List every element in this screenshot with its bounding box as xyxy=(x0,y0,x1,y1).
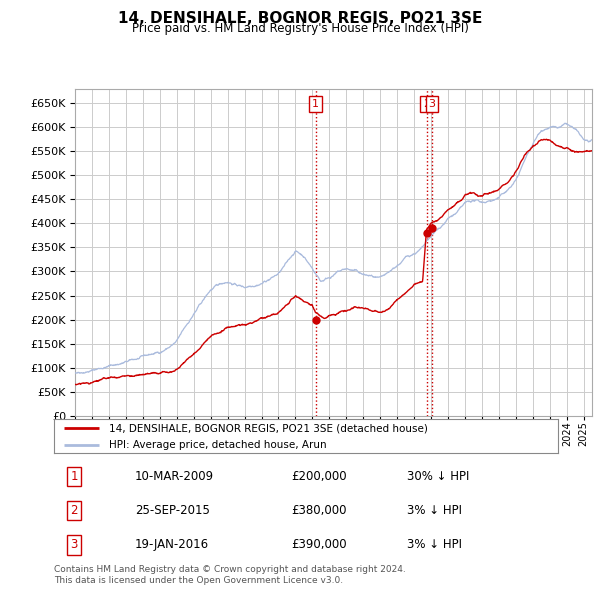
Text: 19-JAN-2016: 19-JAN-2016 xyxy=(134,538,209,551)
Text: 30% ↓ HPI: 30% ↓ HPI xyxy=(407,470,469,483)
Text: 1: 1 xyxy=(312,99,319,109)
Text: £390,000: £390,000 xyxy=(291,538,347,551)
Text: 3: 3 xyxy=(428,99,436,109)
Text: 14, DENSIHALE, BOGNOR REGIS, PO21 3SE (detached house): 14, DENSIHALE, BOGNOR REGIS, PO21 3SE (d… xyxy=(109,424,428,434)
Text: £200,000: £200,000 xyxy=(291,470,347,483)
Text: 25-SEP-2015: 25-SEP-2015 xyxy=(134,504,209,517)
Text: 14, DENSIHALE, BOGNOR REGIS, PO21 3SE: 14, DENSIHALE, BOGNOR REGIS, PO21 3SE xyxy=(118,11,482,25)
Text: Contains HM Land Registry data © Crown copyright and database right 2024.
This d: Contains HM Land Registry data © Crown c… xyxy=(54,565,406,585)
Text: £380,000: £380,000 xyxy=(291,504,346,517)
Text: Price paid vs. HM Land Registry's House Price Index (HPI): Price paid vs. HM Land Registry's House … xyxy=(131,22,469,35)
Text: 3% ↓ HPI: 3% ↓ HPI xyxy=(407,538,462,551)
Text: 10-MAR-2009: 10-MAR-2009 xyxy=(134,470,214,483)
Text: 2: 2 xyxy=(70,504,78,517)
Text: 1: 1 xyxy=(70,470,78,483)
Text: HPI: Average price, detached house, Arun: HPI: Average price, detached house, Arun xyxy=(109,440,327,450)
Text: 3% ↓ HPI: 3% ↓ HPI xyxy=(407,504,462,517)
Text: 3: 3 xyxy=(70,538,78,551)
Text: 2: 2 xyxy=(423,99,430,109)
